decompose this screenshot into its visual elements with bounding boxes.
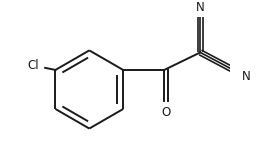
Text: Cl: Cl xyxy=(27,59,39,72)
Text: N: N xyxy=(196,1,205,14)
Text: O: O xyxy=(162,106,171,119)
Text: N: N xyxy=(242,70,250,83)
